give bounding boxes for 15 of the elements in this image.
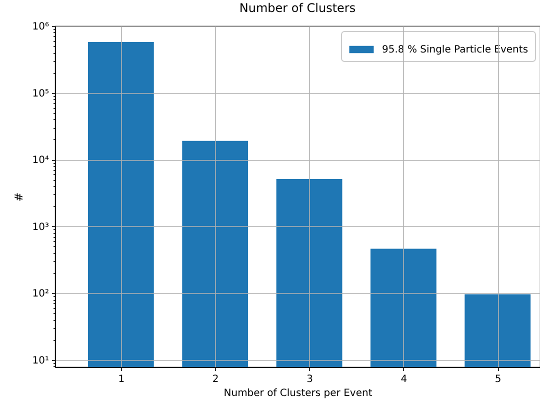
- y-tick-label: 10⁵: [32, 88, 49, 100]
- x-axis-title: Number of Clusters per Event: [224, 388, 372, 399]
- y-tick-label: 10⁶: [32, 22, 49, 32]
- x-tick-label: 2: [212, 374, 219, 385]
- chart-title: Number of Clusters: [239, 1, 356, 15]
- y-tick-label: 10¹: [32, 355, 49, 366]
- y-tick-label: 10³: [32, 222, 49, 233]
- x-tick-label: 4: [400, 374, 408, 385]
- legend-label: 95.8 % Single Particle Events: [382, 44, 528, 56]
- x-tick-label: 1: [118, 374, 125, 385]
- y-tick-label: 10²: [32, 288, 49, 300]
- y-axis-title: #: [12, 192, 26, 202]
- y-tick-label: 10⁴: [32, 155, 49, 166]
- x-tick-label: 5: [494, 374, 502, 385]
- x-tick-label: 3: [306, 374, 313, 385]
